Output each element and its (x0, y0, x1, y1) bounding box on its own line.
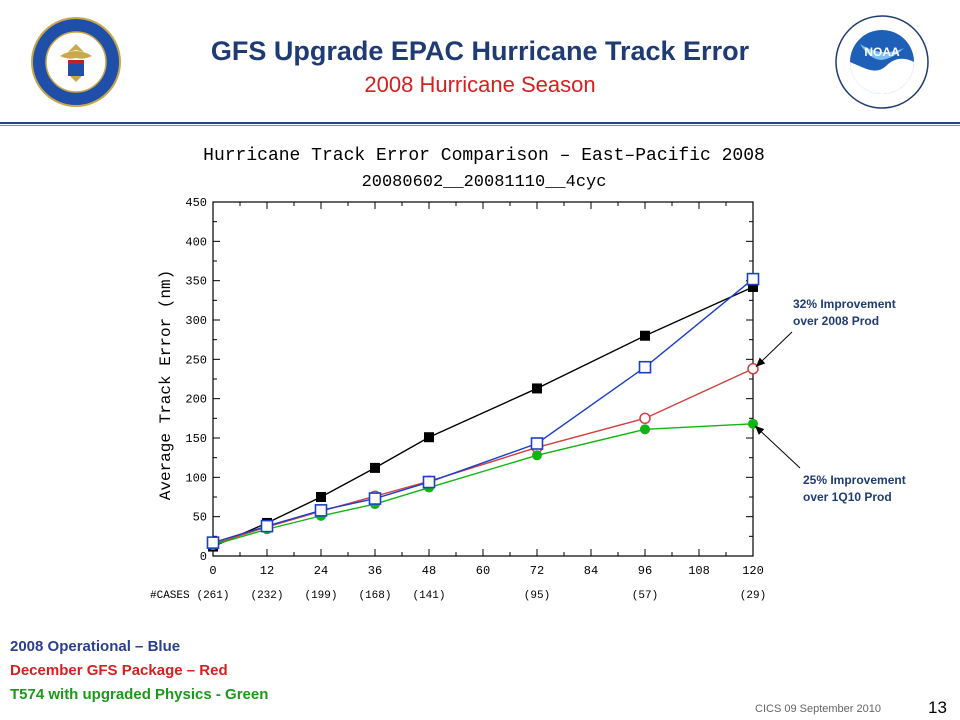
page-number: 13 (928, 698, 947, 717)
cases-count-label: (232) (250, 590, 283, 602)
legend-note-green: T574 with upgraded Physics - Green (10, 686, 269, 703)
chart-subtitle: 20080602__20081110__4cyc (362, 173, 607, 192)
y-tick-label: 350 (185, 275, 207, 289)
cases-count-label: (141) (412, 590, 445, 602)
x-tick-label: 48 (422, 564, 436, 578)
chart-title: Hurricane Track Error Comparison – East–… (203, 146, 765, 166)
x-tick-label: 120 (742, 564, 764, 578)
y-tick-label: 100 (185, 471, 207, 485)
cases-count-label: (199) (304, 590, 337, 602)
series-line (212, 368, 754, 545)
series-point (639, 412, 651, 425)
x-tick-label: 108 (688, 564, 710, 578)
series-point (316, 492, 326, 502)
y-tick-label: 300 (185, 314, 207, 328)
header-divider (0, 122, 960, 128)
series-point (530, 437, 544, 450)
series-line (212, 286, 754, 548)
legend-note-blue: 2008 Operational – Blue (10, 638, 181, 655)
x-tick-label: 36 (368, 564, 382, 578)
y-tick-label: 50 (193, 511, 207, 525)
green-annotation-line2: over 1Q10 Prod (803, 490, 892, 504)
y-axis-label: Average Track Error (nm) (157, 270, 175, 500)
red-annotation-arrow-head (756, 357, 766, 367)
series-point (260, 519, 274, 533)
svg-text:NOAA: NOAA (864, 45, 900, 59)
series-point (206, 536, 220, 549)
y-tick-label: 0 (200, 550, 207, 564)
noaa-logo: NOAA (834, 14, 930, 110)
page-title: GFS Upgrade EPAC Hurricane Track Error (210, 36, 750, 66)
series-point (532, 450, 542, 461)
cases-count-label: (168) (358, 590, 391, 602)
red-improvement-annotation: 32% Improvement over 2008 Prod (793, 296, 896, 330)
red-annotation-line1: 32% Improvement (793, 297, 896, 311)
x-tick-label: 24 (314, 564, 328, 578)
page-subtitle: 2008 Hurricane Season (364, 72, 596, 97)
legend-note-red: December GFS Package – Red (10, 662, 228, 679)
plot-frame (212, 201, 754, 557)
green-annotation-arrow (754, 425, 801, 469)
series-point (422, 475, 436, 489)
series-point (747, 363, 759, 375)
series-point (640, 424, 650, 435)
green-annotation-arrow-head (755, 425, 765, 435)
series-point (314, 504, 328, 517)
y-tick-label: 200 (185, 393, 207, 407)
y-tick-label: 400 (185, 235, 207, 249)
series-line (212, 423, 754, 546)
footer-text: CICS 09 September 2010 (755, 703, 881, 715)
cases-count-label: (57) (632, 590, 658, 602)
department-of-commerce-seal (30, 16, 122, 108)
series-point (746, 272, 760, 286)
y-tick-label: 250 (185, 353, 207, 367)
series-point (368, 492, 382, 505)
x-tick-label: 84 (584, 564, 598, 578)
x-tick-label: 96 (638, 564, 652, 578)
cases-count-label: (95) (524, 590, 550, 602)
green-annotation-line1: 25% Improvement (803, 473, 906, 487)
series-point (532, 383, 542, 394)
series-point (638, 360, 652, 374)
x-tick-label: 72 (530, 564, 544, 578)
series-line (212, 278, 754, 544)
y-tick-label: 150 (185, 432, 207, 446)
series-point (640, 330, 650, 341)
series-point (424, 432, 434, 443)
series-point (748, 281, 758, 292)
x-tick-label: 60 (476, 564, 490, 578)
cases-count-label: (29) (740, 590, 766, 602)
x-tick-label: 12 (260, 564, 274, 578)
x-tick-label: 0 (209, 564, 216, 578)
green-improvement-annotation: 25% Improvement over 1Q10 Prod (803, 472, 906, 506)
series-point (370, 462, 380, 473)
cases-label: #CASES (150, 590, 190, 602)
cases-count-label: (261) (196, 590, 229, 602)
red-annotation-line2: over 2008 Prod (793, 314, 880, 328)
y-tick-label: 450 (185, 196, 207, 210)
